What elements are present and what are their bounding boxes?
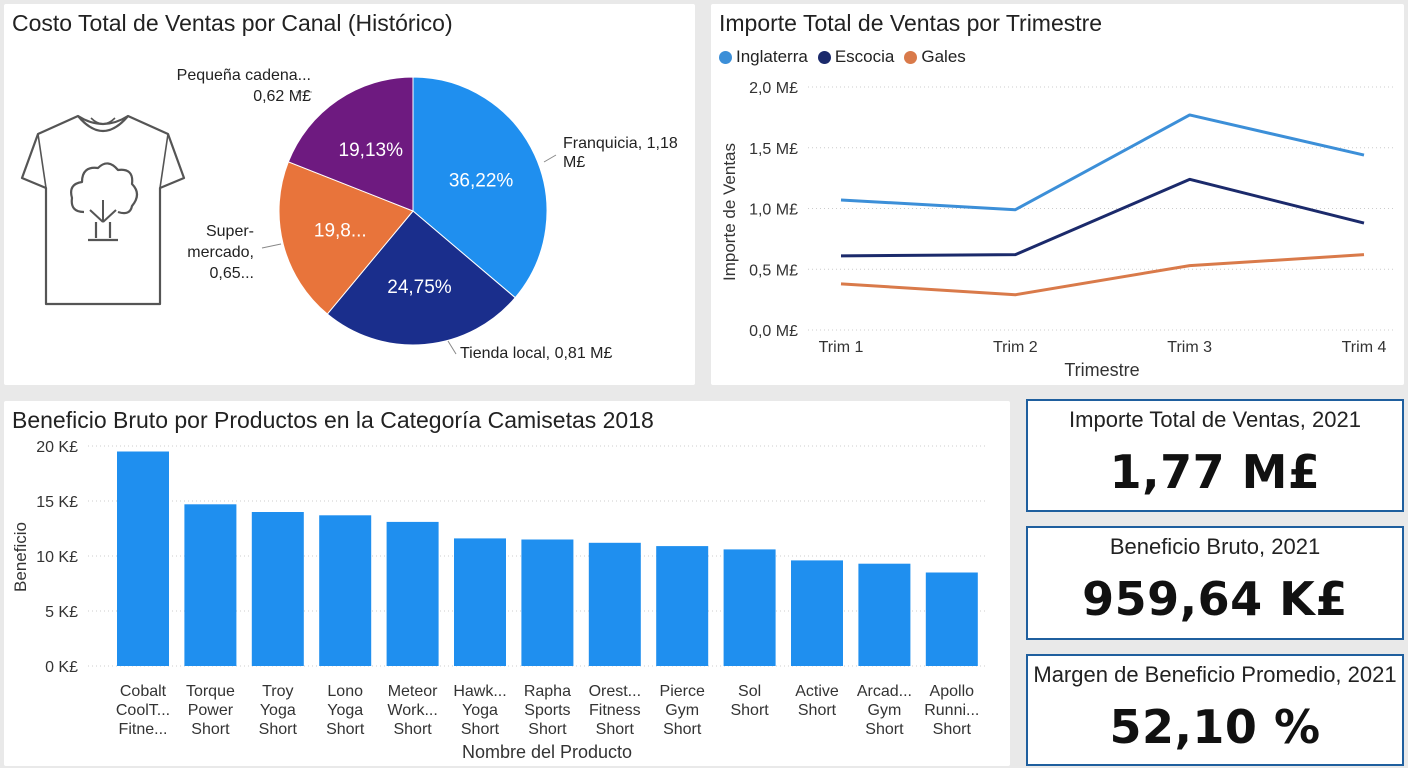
x-tick-label: Meteor Work... Short: [387, 683, 438, 738]
bar[interactable]: [454, 538, 506, 666]
line-series-escocia[interactable]: [840, 177, 1365, 258]
kpi-card-total-sales[interactable]: Importe Total de Ventas, 2021 1,77 M£: [1026, 399, 1404, 512]
y-axis-title: Beneficio: [11, 522, 30, 592]
pie-slice-percent-label: 24,75%: [387, 277, 452, 298]
pie-label-franquicia: Franquicia, 1,18 M£: [563, 135, 678, 171]
legend-item[interactable]: Escocia: [817, 47, 895, 67]
kpi-label: Beneficio Bruto, 2021: [1109, 534, 1321, 559]
x-tick-label: Trim 2: [993, 339, 1038, 356]
legend-item[interactable]: Inglaterra: [719, 47, 808, 67]
y-tick-label: 10 K£: [36, 549, 78, 566]
line-series-gales[interactable]: [840, 253, 1365, 297]
y-tick-label: 0,0 M£: [749, 323, 798, 340]
kpi-label: Margen de Beneficio Promedio, 2021: [1033, 662, 1397, 687]
bar[interactable]: [521, 539, 574, 667]
leader-line: [543, 154, 557, 163]
bar[interactable]: [656, 546, 709, 666]
pie-label-pequena-cadena: Pequeña cadena... 0,62 M£: [177, 67, 311, 105]
legend-dot-icon: [904, 50, 918, 64]
y-tick-label: 1,5 M£: [749, 141, 798, 158]
pie-slice-tienda-local[interactable]: [326, 210, 516, 346]
x-tick-label: Cobalt CoolT... Fitne...: [116, 683, 170, 738]
bar[interactable]: [117, 451, 169, 667]
kpi-card-gross-profit[interactable]: Beneficio Bruto, 2021 959,64 K£: [1026, 526, 1404, 640]
legend-label: Gales: [921, 47, 966, 66]
line-series-inglaterra[interactable]: [840, 113, 1365, 212]
x-tick-label: Sol Short: [730, 683, 769, 719]
y-tick-label: 1,0 M£: [749, 202, 798, 219]
bar[interactable]: [858, 563, 911, 666]
bar-chart[interactable]: 0 K£ 5 K£ 10 K£ 15 K£ 20 K£ Beneficio Cobalt Co…: [4, 401, 1010, 766]
pie-label-tienda-local: Tienda local, 0,81 M£: [460, 345, 612, 362]
legend-dot-icon: [817, 50, 831, 64]
kpi-value: 1,77 M£: [1109, 445, 1321, 499]
legend-item[interactable]: Gales: [904, 47, 966, 67]
pie-chart-card[interactable]: Costo Total de Ventas por Canal (Históri…: [4, 4, 695, 385]
y-tick-label: 5 K£: [45, 604, 78, 621]
pie-slice-supermercado[interactable]: [278, 161, 414, 315]
bar[interactable]: [184, 504, 237, 666]
leader-line: [261, 243, 282, 249]
kpi-card-profit-margin[interactable]: Margen de Beneficio Promedio, 2021 52,10…: [1026, 654, 1404, 766]
y-axis-title: Importe de Ventas: [720, 143, 739, 281]
x-tick-label: Rapha Sports Short: [524, 683, 571, 738]
bar[interactable]: [791, 560, 843, 666]
x-tick-label: Lono Yoga Short: [326, 683, 365, 738]
x-tick-label: Pierce Gym Short: [660, 683, 705, 738]
bar-chart-title: Beneficio Bruto por Productos en la Cate…: [12, 407, 654, 433]
x-tick-label: Troy Yoga Short: [259, 683, 298, 738]
x-axis-title: Trimestre: [1064, 360, 1139, 380]
pie-chart-title: Costo Total de Ventas por Canal (Históri…: [12, 10, 453, 36]
pie-slice-percent-label: 36,22%: [449, 170, 514, 191]
bar[interactable]: [588, 542, 641, 666]
x-tick-label: Hawk... Yoga Short: [453, 683, 506, 738]
kpi-label: Importe Total de Ventas, 2021: [1069, 407, 1361, 432]
x-tick-label: Trim 3: [1167, 339, 1212, 356]
kpi-value: 52,10 %: [1109, 700, 1321, 754]
y-tick-label: 15 K£: [36, 494, 78, 511]
kpi-value: 959,64 K£: [1082, 572, 1348, 626]
legend-label: Escocia: [834, 47, 895, 66]
pie-label-supermercado: Super-mercado, 0,65...: [187, 223, 254, 282]
bar-chart-card[interactable]: Beneficio Bruto por Productos en la Cate…: [4, 401, 1010, 766]
x-tick-label: Trim 1: [819, 339, 864, 356]
x-tick-label: Trim 4: [1342, 339, 1387, 356]
line-chart-card[interactable]: Importe Total de Ventas por Trimestre In…: [711, 4, 1404, 385]
pie-slice-percent-label: 19,8...: [314, 221, 367, 242]
legend-dot-icon: [719, 50, 732, 64]
x-tick-label: Arcad... Gym Short: [857, 683, 912, 738]
bar[interactable]: [386, 521, 439, 666]
x-tick-label: Torque Power Short: [186, 683, 235, 738]
y-tick-label: 0 K£: [45, 659, 78, 676]
pie-slice-percent-label: 19,13%: [339, 140, 404, 161]
y-tick-label: 20 K£: [36, 439, 78, 456]
line-chart-legend: Inglaterra Escocia Gales: [719, 47, 966, 67]
pie-chart[interactable]: 36,22% 24,75% 19,8... 19,13% Franquicia, 1,1…: [4, 4, 695, 385]
legend-label: Inglaterra: [736, 47, 808, 66]
tshirt-tree-icon: [20, 114, 186, 306]
x-tick-label: Apollo Runni... Short: [924, 683, 979, 738]
pie-slice-pequena-cadena[interactable]: [287, 76, 414, 212]
x-axis-title: Nombre del Producto: [462, 742, 632, 762]
bar[interactable]: [925, 572, 978, 667]
bar[interactable]: [251, 512, 304, 666]
y-tick-label: 2,0 M£: [749, 80, 798, 97]
bar[interactable]: [319, 515, 372, 666]
leader-line: [447, 340, 457, 355]
line-chart-title: Importe Total de Ventas por Trimestre: [719, 10, 1103, 36]
x-tick-label: Active Short: [795, 683, 839, 719]
pie-slice-franquicia[interactable]: [412, 76, 548, 299]
bar[interactable]: [723, 549, 776, 666]
x-tick-label: Orest... Fitness Short: [589, 683, 641, 738]
y-tick-label: 0,5 M£: [749, 262, 798, 279]
line-chart[interactable]: 0,0 M£ 0,5 M£ 1,0 M£ 1,5 M£ 2,0 M£ Trim 1 Trim…: [711, 4, 1404, 385]
